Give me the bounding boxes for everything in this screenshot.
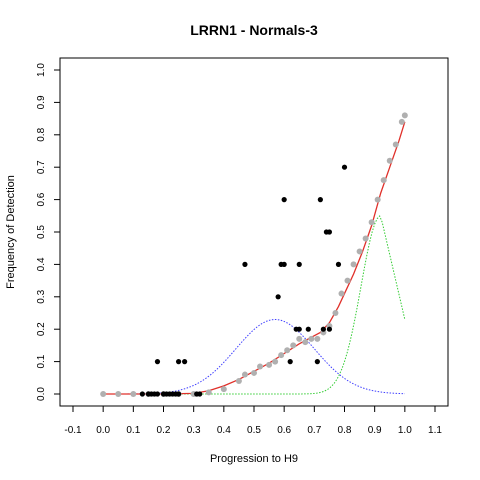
smoothed-point [380,177,387,184]
x-axis-label: Progression to H9 [210,453,298,465]
observed-point [275,294,281,300]
chart-title: LRRN1 - Normals-3 [190,22,318,38]
smoothed-point [344,277,351,284]
smoothed-point [356,248,363,255]
observed-point [335,261,342,267]
smoothed-point [266,361,273,368]
x-tick-label: 0.6 [277,425,291,436]
x-tick-label: 0.4 [217,425,231,436]
smoothed-point [220,386,227,393]
x-tick-label: -0.1 [64,425,82,436]
smoothed-point [100,391,107,397]
observed-point [317,197,323,203]
smoothed-point [272,358,279,365]
observed-point [197,391,203,397]
x-tick-label: 0.7 [307,425,321,436]
smoothed-point [386,157,393,164]
smoothed-point [284,347,291,354]
observed-point [305,326,311,332]
smoothed-point [130,391,137,397]
observed-point [314,359,320,365]
x-tick-label: 0.5 [247,425,261,436]
y-tick-label: 0.9 [36,95,47,109]
observed-point [281,261,287,267]
observed-point [182,359,188,365]
smoothed-point [115,391,122,397]
x-tick-label: 0.1 [126,425,140,436]
smoothed-point [205,389,212,396]
smoothed-point [290,342,297,349]
observed-point [326,229,333,235]
observed-point [320,326,326,332]
plot-frame [59,57,449,407]
y-axis: 0.0 0.1 0.2 0.3 0.4 0.5 0.6 0.7 0.8 0.9 1.0 [36,63,60,401]
fit-curve-line [103,121,406,395]
smoothed-point [296,335,303,342]
observed-point [175,391,182,397]
smoothed-point [350,261,357,268]
smoothed-point [401,112,408,119]
smoothed-point [374,196,381,203]
y-tick-label: 1.0 [36,63,47,77]
component-2-curve [103,215,406,395]
smoothed-point [278,352,285,359]
smoothed-point [398,118,405,125]
y-tick-label: 0.5 [36,225,47,239]
observed-point [296,326,302,332]
smoothed-point [235,378,242,385]
x-tick-label: 1.1 [428,425,442,436]
x-tick-label: 0.9 [368,425,382,436]
smoothed-point [257,363,264,370]
y-tick-label: 0.2 [36,322,47,336]
smoothed-point [302,339,309,346]
observed-point [326,326,333,332]
y-axis-label: Frequency of Detection [5,175,17,289]
series-curves [103,121,406,395]
smoothed-point [392,141,399,148]
x-tick-label: 0.0 [96,425,110,436]
observed-point [154,359,161,365]
y-tick-label: 0.7 [36,160,47,174]
smoothed-point [338,290,345,297]
y-tick-label: 0.3 [36,289,47,303]
x-axis: -0.1 0.0 0.1 0.2 0.3 0.4 0.5 0.6 0.7 0.8 0.9 1.0 1.1 [64,406,442,436]
y-tick-label: 0.4 [36,257,47,271]
observed-point [296,261,302,267]
smoothed-point [368,219,375,226]
y-tick-label: 0.0 [36,387,47,401]
observed-point [341,164,348,170]
smoothed-point [314,335,321,342]
smoothed-point [241,371,248,378]
component-1-curve [103,318,405,395]
y-tick-label: 0.1 [36,354,47,368]
x-tick-label: 0.3 [187,425,201,436]
observed-point [175,359,182,365]
x-tick-label: 0.2 [157,425,171,436]
smoothed-point [308,335,315,342]
smoothed-point [362,235,369,242]
observed-point [139,391,145,397]
observed-point [287,359,293,365]
observed-point [281,197,287,203]
smoothed-point [251,369,257,376]
y-tick-label: 0.8 [36,127,47,141]
observed-point [154,391,161,397]
x-tick-label: 0.8 [338,425,352,436]
y-tick-label: 0.6 [36,192,47,206]
x-tick-label: 1.0 [398,425,412,436]
smoothed-point [332,310,339,316]
series-points [100,112,408,397]
observed-point [242,261,248,267]
